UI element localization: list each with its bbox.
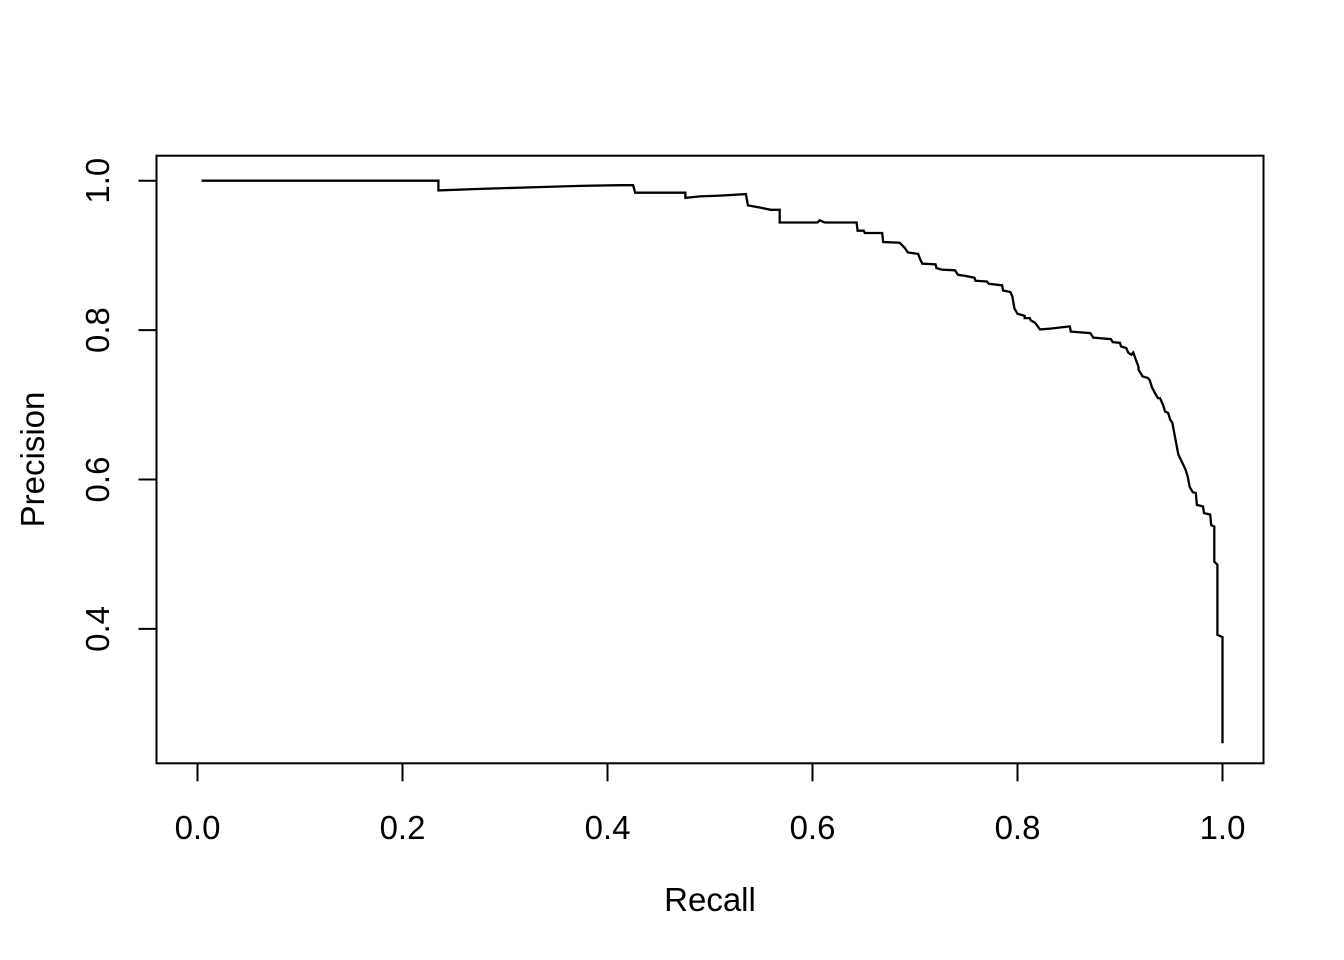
x-tick-label: 0.2: [380, 809, 426, 846]
x-axis-title: Recall: [664, 881, 756, 918]
y-axis-tick-labels: 0.4 0.6 0.8 1.0: [79, 158, 116, 652]
x-axis-tick-labels: 0.0 0.2 0.4 0.6 0.8 1.0: [175, 809, 1246, 846]
x-axis-ticks: [196, 763, 1224, 782]
x-tick-label: 0.4: [585, 809, 631, 846]
x-tick-label: 1.0: [1200, 809, 1246, 846]
x-tick-label: 0.0: [175, 809, 221, 846]
x-tick-label: 0.6: [790, 809, 836, 846]
y-axis-title: Precision: [14, 392, 51, 528]
y-tick-label: 1.0: [79, 158, 116, 204]
y-axis-ticks: [138, 179, 157, 630]
y-tick-label: 0.6: [79, 457, 116, 503]
y-tick-label: 0.8: [79, 307, 116, 353]
x-tick-label: 0.8: [995, 809, 1041, 846]
y-tick-label: 0.4: [79, 606, 116, 652]
plot-box: [155, 154, 1265, 765]
precision-recall-curve-line: [201, 179, 1224, 744]
